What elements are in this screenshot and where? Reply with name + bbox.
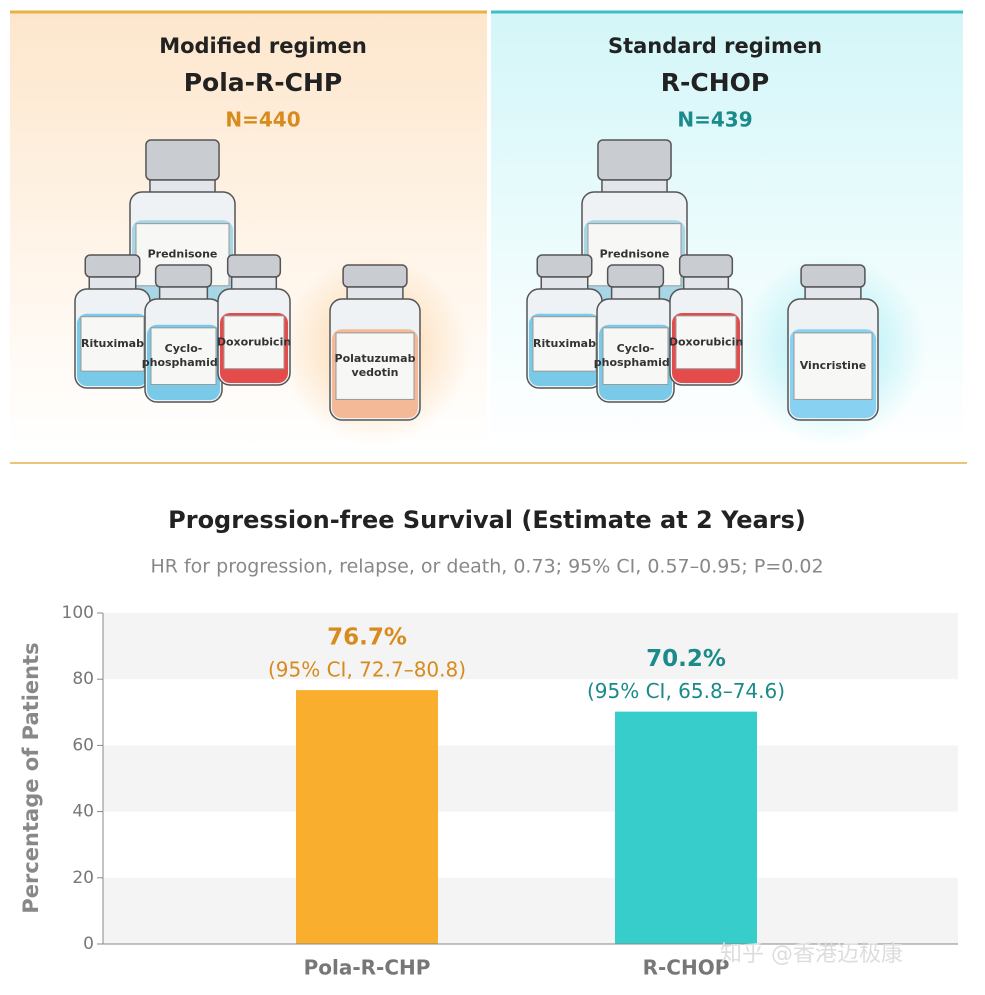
x-tick-label: R-CHOP [643, 956, 730, 980]
y-tick-label: 100 [62, 603, 94, 623]
bar [296, 690, 438, 944]
drug-name: Cyclo- [165, 342, 203, 355]
vial-cap [597, 139, 672, 181]
ci-label: (95% CI, 65.8–74.6) [587, 679, 785, 703]
y-axis-label: Percentage of Patients [19, 642, 43, 913]
panel-n: N=440 [225, 108, 300, 132]
panel-regimen: Pola-R-CHP [184, 68, 343, 97]
grid-band [103, 877, 958, 944]
y-tick-label: 20 [72, 868, 94, 888]
panel-n: N=439 [677, 108, 752, 132]
vial-cap [342, 264, 408, 288]
vial-cap [84, 254, 141, 278]
chart-title: Progression-free Survival (Estimate at 2… [168, 506, 806, 534]
drug-name: Prednisone [148, 248, 218, 261]
vial-label [223, 315, 285, 370]
vial-label [675, 315, 737, 370]
drug-name: Vincristine [800, 359, 867, 372]
drug-name: phosphamide [142, 356, 226, 369]
vial-label [602, 327, 669, 385]
drug-name: vedotin [352, 366, 399, 379]
drug-name: Rituximab [81, 337, 144, 350]
bar [615, 711, 757, 944]
grid-band [103, 613, 958, 680]
panel-heading: Modified regimen [159, 34, 367, 58]
y-tick-label: 40 [72, 802, 94, 822]
ci-label: (95% CI, 72.7–80.8) [268, 658, 466, 682]
vial-label [793, 332, 873, 400]
vial-label [150, 327, 217, 385]
drug-name: Doxorubicin [217, 335, 291, 348]
vial-label [335, 332, 415, 400]
watermark: 知乎 @香港迈极康 [720, 942, 903, 967]
vials: Prednisone Rituximab Cyclo-phosphamide Doxo… [74, 139, 879, 421]
panel-regimen: R-CHOP [661, 68, 769, 97]
y-tick-label: 80 [72, 669, 94, 689]
vial-cap [678, 254, 734, 278]
chart: Progression-free Survival (Estimate at 2… [19, 506, 958, 980]
drug-name: phosphamide [594, 356, 678, 369]
value-label: 70.2% [646, 646, 726, 672]
vial-cap [145, 139, 220, 181]
chart-subtitle: HR for progression, relapse, or death, 0… [150, 556, 823, 578]
value-label: 76.7% [327, 625, 407, 651]
panel-heading: Standard regimen [608, 34, 822, 58]
vial-cap [226, 254, 282, 278]
vial-cap [154, 264, 213, 288]
x-tick-label: Pola-R-CHP [304, 956, 431, 980]
drug-name: Prednisone [600, 248, 670, 261]
drug-name: Cyclo- [617, 342, 655, 355]
drug-name: Rituximab [533, 337, 596, 350]
y-tick-label: 0 [83, 934, 94, 954]
vial-label [532, 316, 597, 372]
vial-cap [606, 264, 665, 288]
drug-name: Doxorubicin [669, 335, 743, 348]
vial-cap [800, 264, 866, 288]
drug-name: Polatuzumab [335, 352, 416, 365]
vial-cap [536, 254, 593, 278]
grid-band [103, 745, 958, 812]
vial-label [80, 316, 145, 372]
y-tick-label: 60 [72, 735, 94, 755]
